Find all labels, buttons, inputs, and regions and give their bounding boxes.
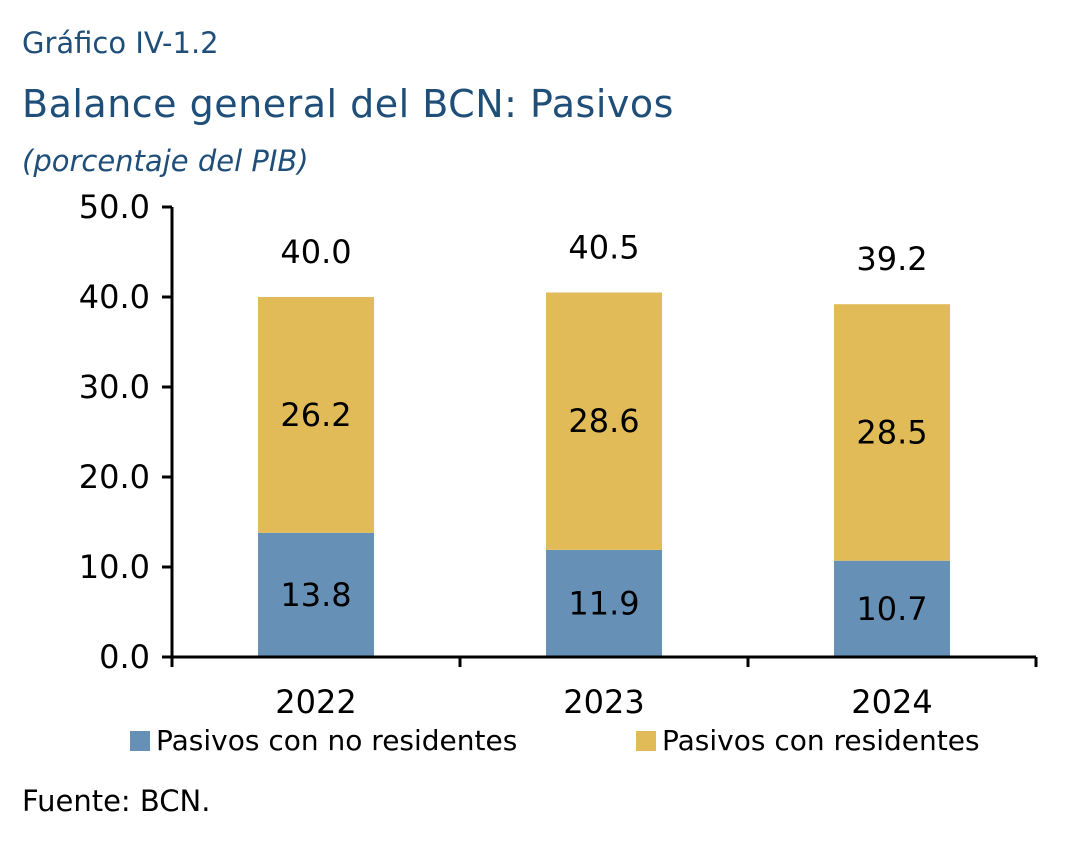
y-tick-label-1: 10.0 [79,548,150,586]
bar-2023-series-1 [546,292,662,550]
total-label-2024: 39.2 [856,240,927,278]
x-tick-label-2022: 2022 [275,683,356,720]
bar-2022-series-0 [258,532,374,657]
data-label-2023-series-1: 28.6 [568,402,639,440]
figure-number: Gráfico IV-1.2 [22,26,219,60]
y-tick-label-2: 20.0 [79,458,150,496]
data-label-2023-series-0: 11.9 [568,584,639,622]
total-label-2022: 40.0 [280,233,351,271]
legend-swatch-residentes [636,730,656,751]
data-label-2022-series-0: 13.8 [280,576,351,614]
data-label-2024-series-1: 28.5 [856,413,927,451]
bar-2023-series-0 [546,549,662,657]
bar-2024-series-1 [834,304,950,561]
legend-label-residentes: Pasivos con residentes [662,724,980,757]
stacked-bar-chart: 13.8 26.2 40.0 2022 11.9 28.6 40.5 2023 10.7 28.5… [79,188,1038,720]
y-tick-label-0: 0.0 [99,638,150,676]
bar-2024-series-0 [834,560,950,657]
chart-title: Balance general del BCN: Pasivos [22,82,674,126]
total-label-2023: 40.5 [568,229,639,267]
y-tick-label-3: 30.0 [79,368,150,406]
y-tick-label-4: 40.0 [79,278,150,316]
x-tick-label-2024: 2024 [851,683,932,720]
legend-item-no-residentes: Pasivos con no residentes [130,724,517,757]
data-label-2024-series-0: 10.7 [856,590,927,628]
data-label-2022-series-1: 26.2 [280,396,351,434]
x-tick-label-2023: 2023 [563,683,644,720]
bar-2022-series-1 [258,297,374,533]
y-tick-label-5: 50.0 [79,188,150,226]
legend-item-residentes: Pasivos con residentes [636,724,980,757]
source-note: Fuente: BCN. [22,784,211,818]
legend-swatch-no-residentes [130,730,150,751]
chart-subtitle: (porcentaje del PIB) [22,144,309,178]
legend-label-no-residentes: Pasivos con no residentes [156,724,518,757]
